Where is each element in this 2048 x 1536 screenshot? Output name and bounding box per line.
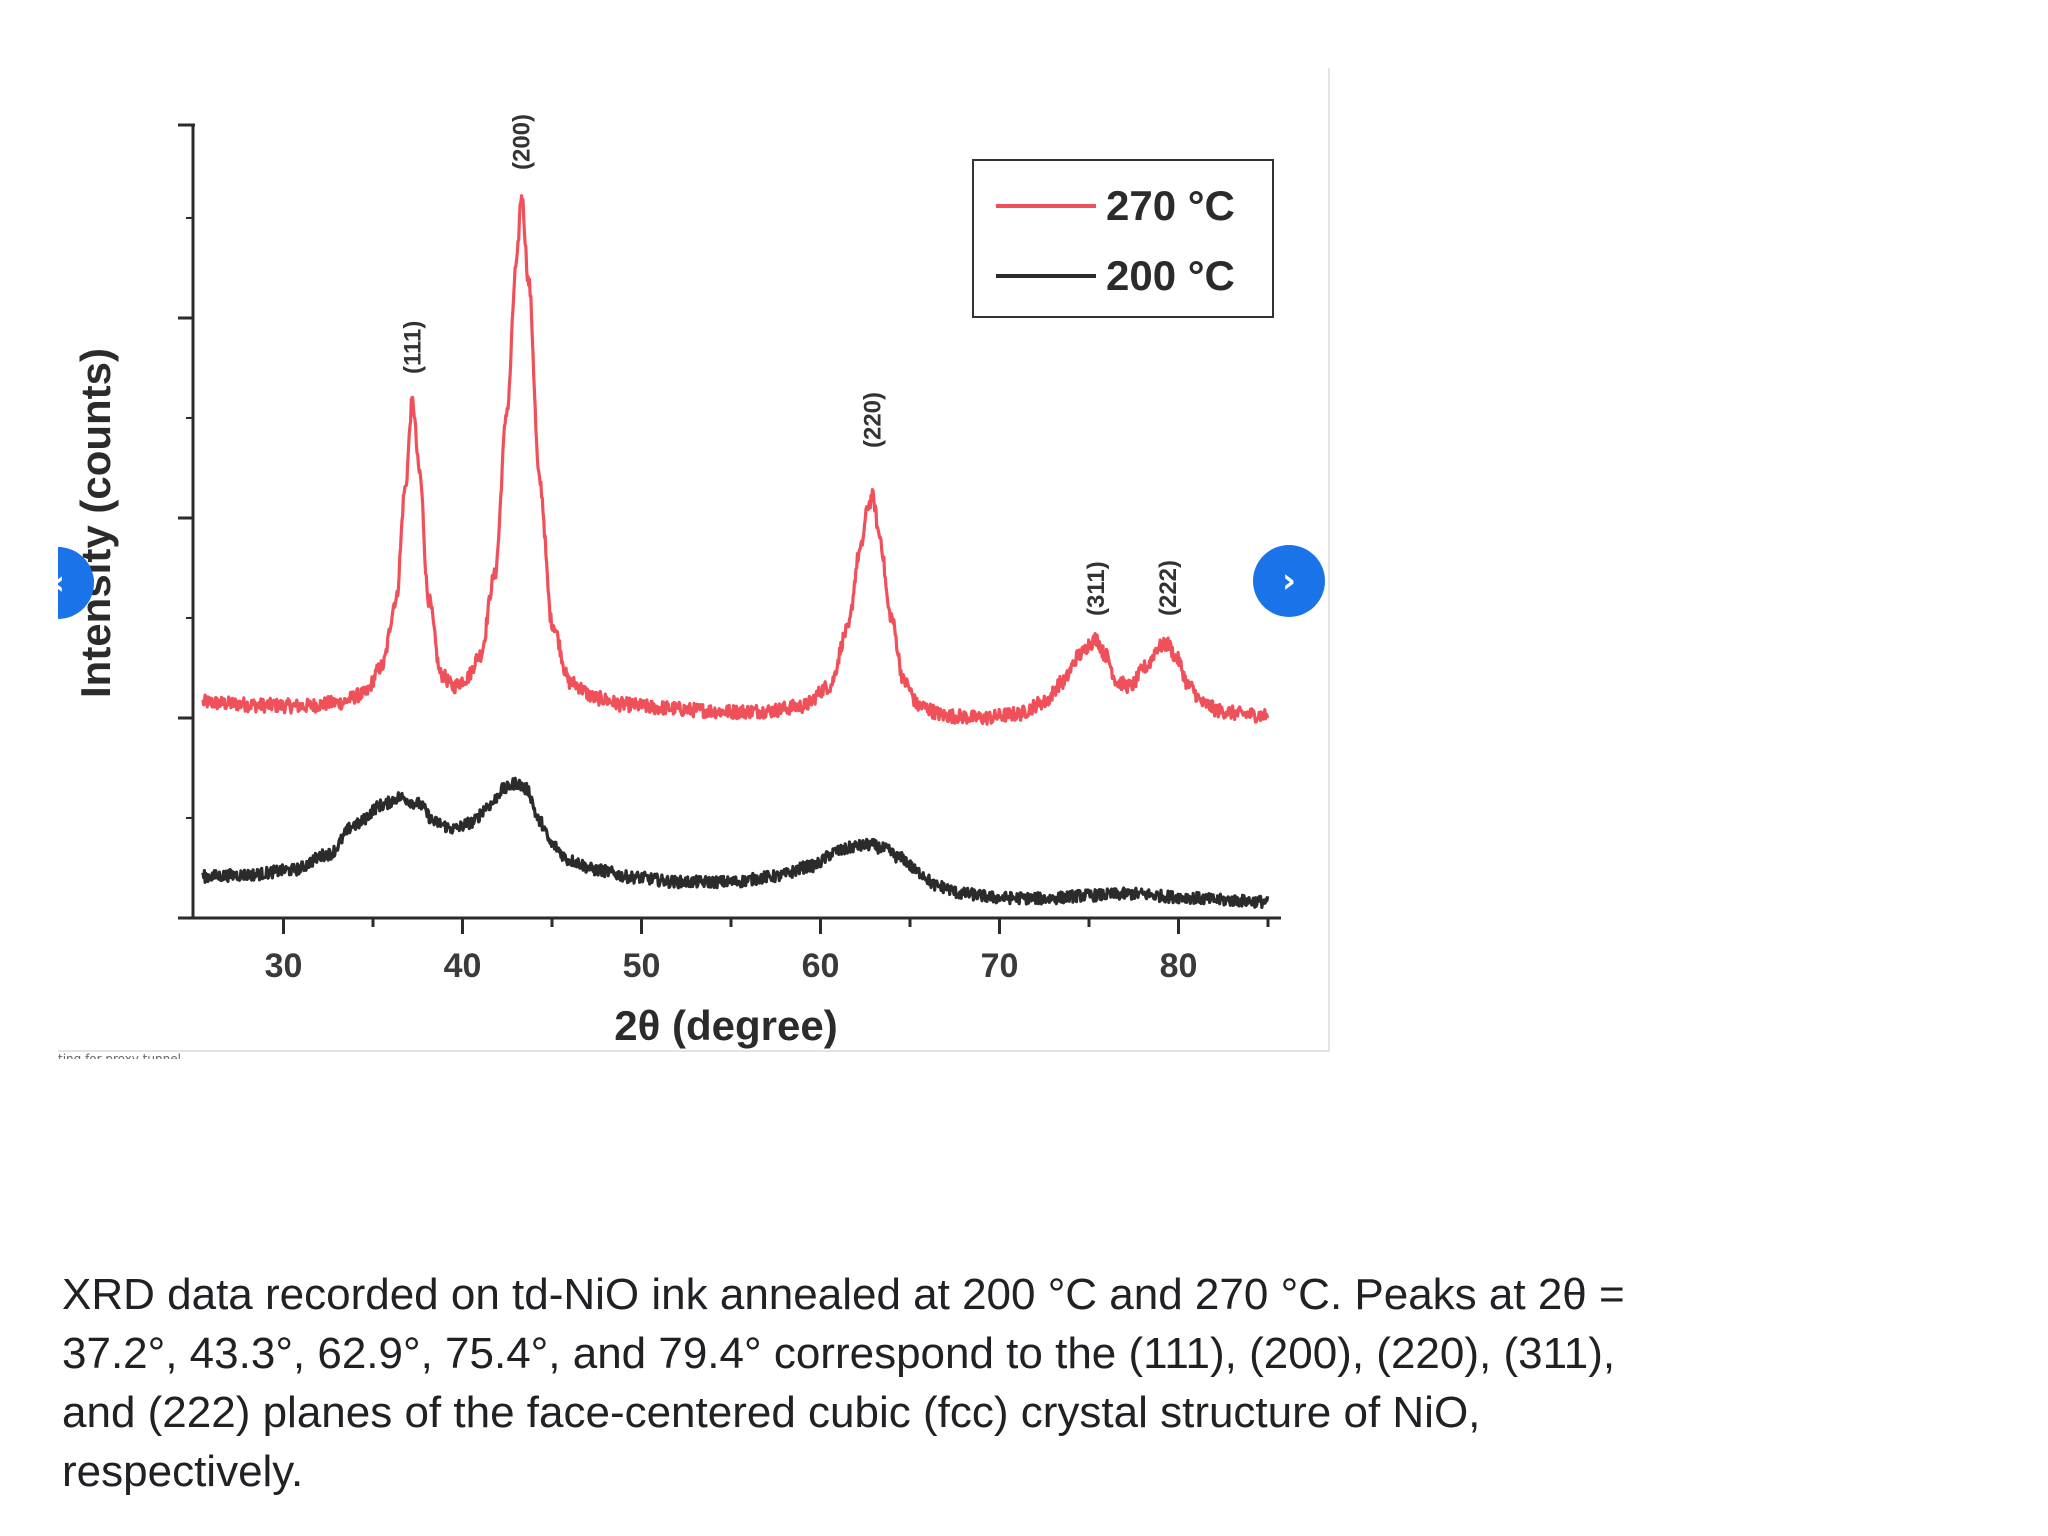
series-line-270: [201, 194, 1270, 726]
x-axis-label: 2θ (degree): [614, 1002, 837, 1049]
legend: 270 °C 200 °C: [972, 159, 1274, 318]
legend-label-200: 200 °C: [1106, 252, 1235, 299]
next-slide-button[interactable]: ›: [1253, 545, 1325, 617]
xrd-chart: 30 40 50 60 70 80 (111) (200) (220) (311) (222) 2…: [72, 114, 1281, 1049]
x-tick-label: 30: [265, 947, 303, 985]
peak-label: (311): [1083, 561, 1110, 616]
legend-box: [972, 159, 1274, 318]
status-text: ting for proxy tunnel: [58, 1053, 181, 1059]
x-tick-label: 50: [623, 947, 661, 985]
peak-label: (222): [1155, 560, 1182, 616]
figure-caption: XRD data recorded on td-NiO ink annealed…: [62, 1270, 1625, 1496]
legend-label-270: 270 °C: [1106, 182, 1235, 229]
x-tick-label: 40: [444, 947, 482, 985]
previous-slide-button[interactable]: ‹: [58, 547, 94, 619]
y-axis-label: Intensity (counts): [72, 348, 119, 698]
chevron-left-icon: ‹: [58, 563, 65, 603]
x-tick-label: 80: [1160, 947, 1198, 985]
chevron-right-icon: ›: [1281, 561, 1296, 601]
peak-label: (111): [399, 321, 426, 374]
peak-annotations: (111) (200) (220) (311) (222): [399, 114, 1181, 616]
axes: 30 40 50 60 70 80: [178, 123, 1281, 985]
peak-label: (200): [509, 114, 536, 170]
x-tick-label: 60: [802, 947, 840, 985]
series-group: [201, 194, 1270, 910]
x-tick-label: 70: [981, 947, 1019, 985]
peak-label: (220): [859, 392, 886, 448]
series-line-200: [201, 776, 1270, 910]
figure-card: 30 40 50 60 70 80 (111) (200) (220) (311) (222) 2…: [58, 68, 1330, 1052]
